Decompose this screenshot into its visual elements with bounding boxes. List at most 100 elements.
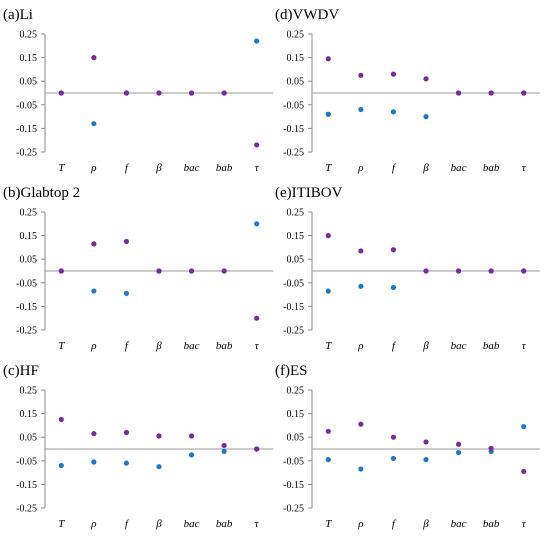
y-tick-label: -0.25 [16,326,37,337]
y-tick-label: -0.05 [283,456,304,467]
data-point-blue [123,460,130,466]
data-point-purple [221,90,227,96]
x-tick-label: bab [216,340,233,352]
data-point-blue [91,288,97,294]
data-point-purple [58,90,64,96]
chart-panel-5: (c)HF 0.25 0.15 0.05 -0.05 -0.15 -0.25 T ρ f β bac b… [3,363,273,530]
panel-title: (b)Glabtop 2 [3,185,80,201]
y-tick-label: -0.15 [16,480,37,491]
data-point-purple [358,72,364,78]
data-point-purple [521,90,527,96]
x-tick-label: β [422,518,429,530]
data-point-blue [358,106,364,113]
data-point-purple [188,268,195,274]
x-tick-label: f [392,518,397,530]
data-point-purple [390,71,397,77]
data-point-purple [488,445,494,451]
y-tick-label: -0.25 [283,504,304,515]
panel-title: (e)ITIBOV [275,185,343,201]
data-point-blue [325,111,331,117]
y-tick-label: 0.15 [287,231,305,242]
data-point-purple [254,315,260,321]
y-tick-label: 0.25 [20,386,38,397]
data-point-blue [390,284,397,291]
panel-title: (f)ES [275,363,308,379]
data-point-blue [221,448,227,454]
y-tick-label: -0.25 [283,326,304,337]
data-point-purple [58,268,64,274]
x-tick-label: T [58,162,65,174]
data-point-blue [390,109,397,115]
data-point-purple [358,248,364,254]
data-point-purple [488,268,494,274]
x-tick-label: bab [483,340,500,352]
x-tick-label: f [392,162,397,174]
x-tick-label: τ [255,518,260,530]
x-tick-label: bac [451,518,467,530]
y-tick-label: -0.15 [16,124,37,135]
x-tick-label: β [422,162,429,174]
x-tick-label: ρ [90,162,96,174]
x-tick-label: bab [216,518,233,530]
x-tick-label: bac [184,162,200,174]
y-tick-label: -0.15 [16,302,37,313]
x-tick-label: ρ [357,518,363,530]
x-tick-label: τ [522,162,527,174]
y-tick-label: 0.05 [287,77,305,88]
x-tick-label: T [325,340,332,352]
data-point-purple [156,268,162,274]
x-tick-label: bab [483,518,500,530]
panel-title: (c)HF [3,363,39,379]
data-point-purple [123,90,130,96]
data-point-purple [254,446,260,452]
x-tick-label: T [325,162,332,174]
data-point-blue [188,452,195,458]
y-tick-label: -0.15 [283,124,304,135]
chart-panel-4: (e)ITIBOV 0.25 0.15 0.05 -0.05 -0.15 -0.25 T ρ f β… [275,185,540,352]
data-point-purple [455,268,462,274]
data-point-purple [91,55,97,61]
data-point-blue [325,288,331,294]
y-tick-label: 0.05 [20,433,38,444]
data-point-purple [91,241,97,247]
y-tick-label: 0.15 [287,409,305,420]
data-point-purple [390,247,397,253]
data-point-purple [221,442,227,449]
data-point-purple [123,429,130,436]
y-tick-label: 0.05 [20,77,38,88]
data-point-purple [455,441,462,447]
x-tick-label: β [155,162,162,174]
data-point-purple [254,142,260,148]
y-tick-label: 0.15 [20,231,38,242]
data-point-purple [358,421,364,427]
data-point-purple [423,439,429,445]
data-point-blue [423,114,429,120]
chart-panel-3: (b)Glabtop 2 0.25 0.15 0.05 -0.05 -0.15 -0.25 T… [3,185,273,352]
x-tick-label: f [392,340,397,352]
data-point-blue [423,457,429,463]
x-tick-label: τ [255,340,260,352]
data-point-purple [325,233,331,239]
x-tick-label: ρ [90,518,96,530]
x-tick-label: T [325,518,332,530]
y-tick-label: 0.15 [287,53,305,64]
data-point-purple [325,56,331,62]
data-point-purple [390,434,397,440]
data-point-purple [221,268,227,274]
data-point-purple [521,468,527,475]
x-tick-label: ρ [90,340,96,352]
x-tick-label: f [125,162,130,174]
y-tick-label: -0.05 [283,278,304,289]
y-tick-label: 0.25 [20,30,38,41]
y-tick-label: -0.15 [283,302,304,313]
data-point-purple [156,433,162,439]
x-tick-label: bac [451,340,467,352]
data-point-purple [423,76,429,82]
data-point-blue [521,423,527,430]
data-point-blue [358,466,364,472]
y-tick-label: -0.25 [16,504,37,515]
x-tick-label: β [155,340,162,352]
x-tick-label: bac [451,162,467,174]
x-tick-label: T [58,518,65,530]
